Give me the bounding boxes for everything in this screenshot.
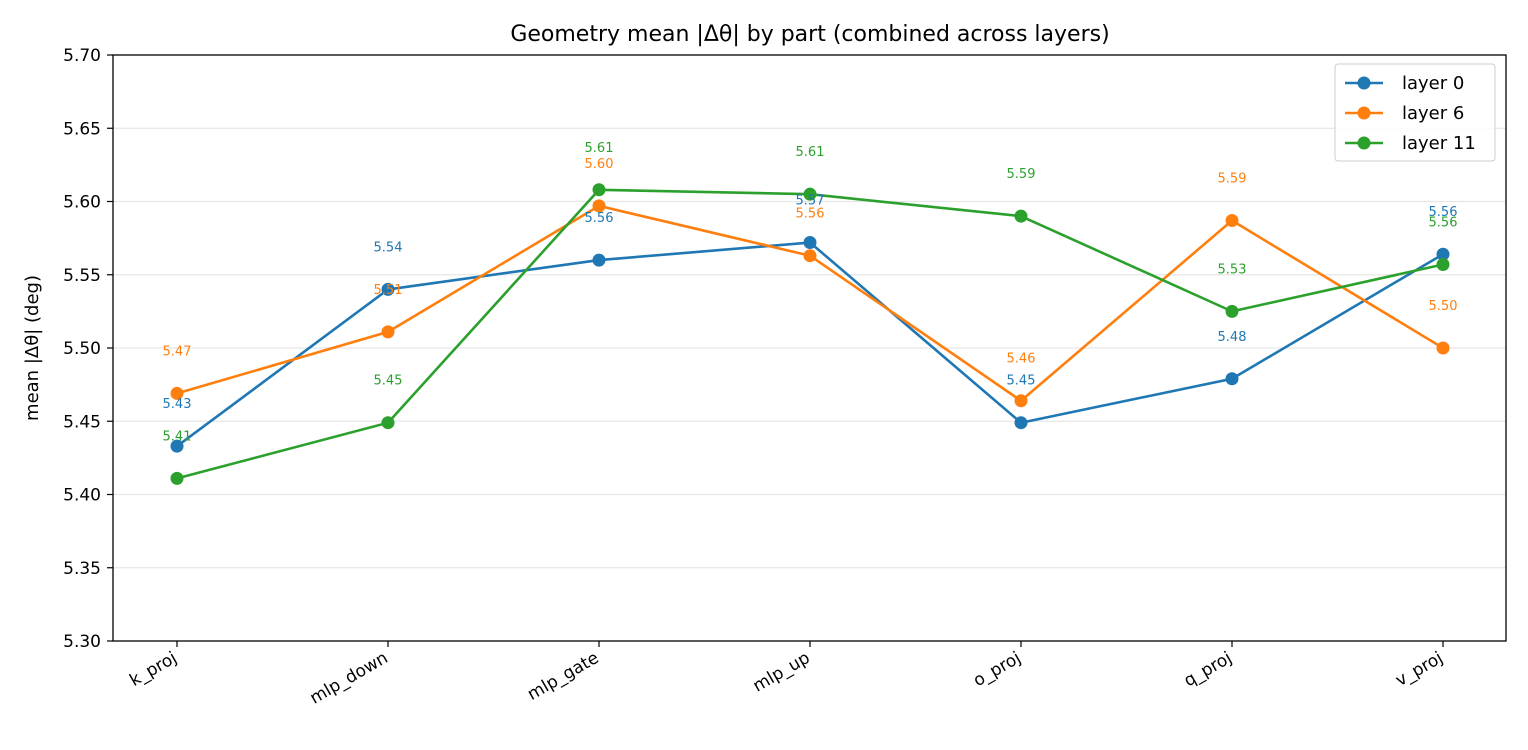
data-point [1014,416,1028,430]
data-label: 5.43 [163,397,192,412]
data-label: 5.60 [585,157,614,172]
legend-box [1334,63,1496,162]
data-label: 5.41 [163,429,192,444]
y-tick-label: 5.65 [63,119,101,139]
y-tick-label: 5.50 [63,339,101,359]
data-label: 5.48 [1218,330,1247,345]
data-label: 5.47 [163,344,192,359]
data-point [1014,394,1028,408]
data-label: 5.45 [1007,374,1036,389]
data-label: 5.54 [374,240,403,255]
legend-label: layer 11 [1402,133,1476,154]
y-tick-label: 5.55 [63,266,101,286]
y-tick-label: 5.45 [63,412,101,432]
data-label: 5.59 [1007,167,1036,182]
data-point [1225,372,1239,386]
data-label: 5.61 [585,141,614,156]
data-label: 5.51 [374,283,403,298]
data-point [803,236,817,250]
y-tick-label: 5.30 [63,632,101,652]
data-point [803,187,817,201]
y-tick-label: 5.35 [63,559,101,579]
data-label: 5.53 [1218,262,1247,277]
data-label: 5.57 [796,194,825,209]
data-point [1225,304,1239,318]
data-label: 5.56 [796,207,825,222]
data-point [592,253,606,267]
series-lines [170,183,1450,485]
chart-title: Geometry mean |Δθ| by part (combined acr… [510,22,1109,47]
legend-label: layer 0 [1402,73,1464,94]
data-label: 5.56 [585,211,614,226]
data-point [803,249,817,263]
data-label: 5.56 [1429,215,1458,230]
data-point [170,439,184,453]
data-label: 5.59 [1218,172,1247,187]
data-labels: 5.435.545.565.575.455.485.565.475.515.60… [163,141,1458,445]
data-point [1225,214,1239,228]
data-point [1014,209,1028,223]
data-point [592,183,606,197]
data-point [592,199,606,213]
y-tick-label: 5.70 [63,46,101,66]
data-point [381,325,395,339]
y-tick-label: 5.60 [63,193,101,213]
data-point [1436,341,1450,355]
legend: layer 0 layer 6 layer 11 [1334,63,1496,162]
y-axis: 5.30 5.35 5.40 5.45 5.50 5.55 5.60 5.65 5.70 [63,46,113,652]
data-point [1436,247,1450,261]
grid-lines [113,127,1506,569]
data-label: 5.50 [1429,299,1458,314]
data-label: 5.45 [374,374,403,389]
legend-marker [1357,76,1371,90]
data-point [1436,257,1450,271]
data-point [381,416,395,430]
data-point [381,282,395,296]
legend-marker [1357,106,1371,120]
data-point [170,471,184,485]
data-label: 5.46 [1007,352,1036,367]
y-axis-label: mean |Δθ| (deg) [22,275,43,421]
y-tick-label: 5.40 [63,486,101,506]
data-point [170,386,184,400]
legend-marker [1357,136,1371,150]
data-label: 5.61 [796,145,825,160]
data-label: 5.56 [1429,205,1458,220]
legend-label: layer 6 [1402,103,1464,124]
